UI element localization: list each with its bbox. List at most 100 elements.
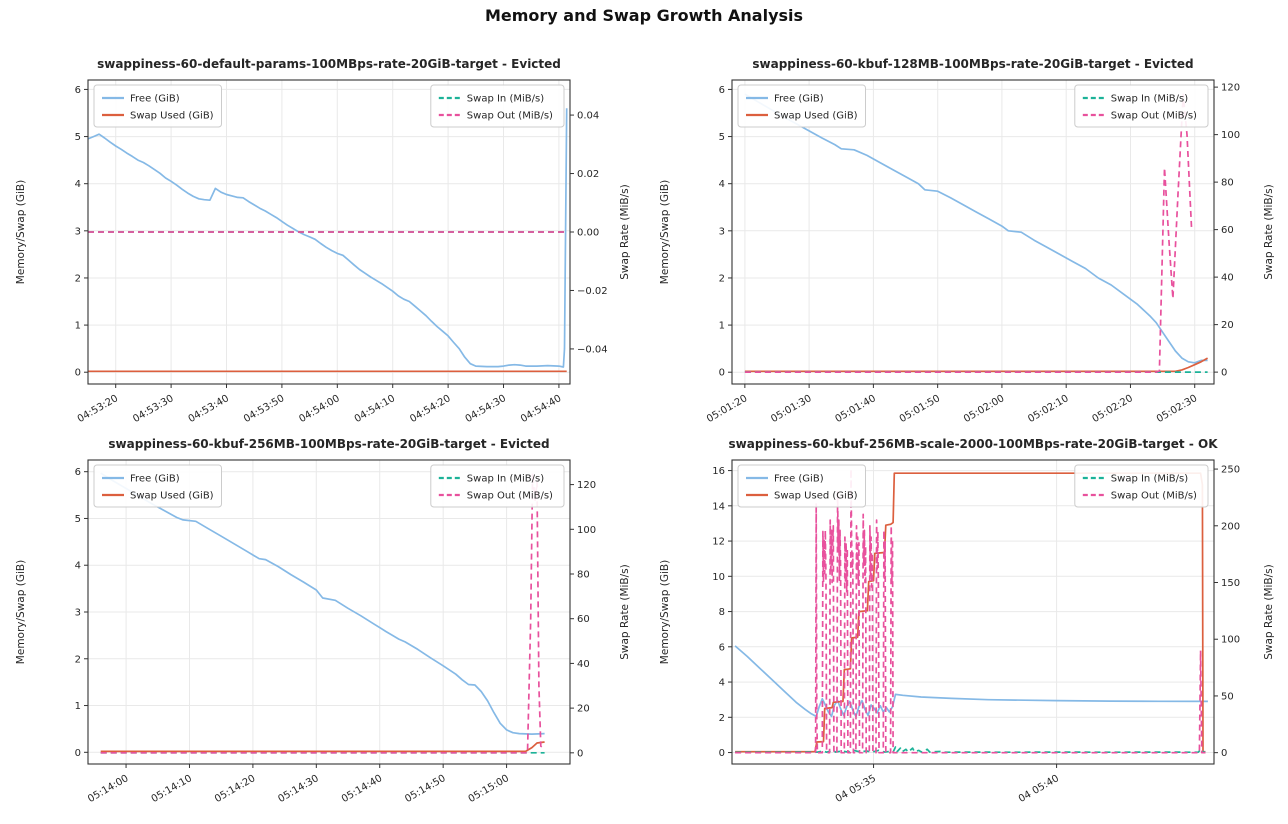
legend-box: [1074, 84, 1209, 128]
left-tick-label: 4: [75, 179, 81, 190]
plot-border: [731, 79, 1215, 385]
left-axis-label: Memory/Swap (GiB): [659, 560, 671, 664]
left-tick-label: 2: [75, 654, 81, 665]
legend-label: Swap In (MiB/s): [467, 94, 544, 105]
x-tick-label: 05:02:30: [1155, 393, 1199, 424]
left-tick-label: 6: [75, 467, 81, 478]
x-tick-label: 04:54:10: [353, 393, 397, 424]
right-tick-label: 80: [577, 570, 590, 581]
x-tick-label: 04:53:50: [242, 393, 286, 424]
series-line-free: [100, 472, 545, 735]
right-tick-label: 20: [577, 704, 590, 715]
x-tick-label: 05:01:30: [769, 393, 813, 424]
subplot-1: 0 1 2 3 4 5 6 0.04 0.02 0.00 −0.02 −0.04 04:53:20 04:…: [0, 44, 644, 424]
subplot-4: 0 2 4 6 8 10 12 14 16 0 50 100 150 200 250 04 05:35 04 0…: [644, 424, 1288, 804]
x-tick-label: 05:01:50: [898, 393, 942, 424]
subplot-2: 0 1 2 3 4 5 6 0 20 40 60 80 100 120 05:01:20 05:01:30 05…: [644, 44, 1288, 424]
left-tick-label: 1: [75, 321, 81, 332]
right-tick-label: −0.02: [577, 286, 608, 297]
x-tick-label: 05:02:20: [1091, 393, 1135, 424]
left-tick-label: 5: [719, 132, 725, 143]
left-tick-label: 0: [719, 748, 725, 759]
x-tick-label: 05:14:10: [150, 773, 194, 804]
left-tick-label: 16: [712, 466, 725, 477]
x-tick-label: 04:53:40: [187, 393, 231, 424]
x-tick-label: 04:54:00: [297, 393, 341, 424]
figure-title: Memory and Swap Growth Analysis: [484, 6, 804, 25]
chart-canvas: 0 2 4 6 8 10 12 14 16 0 50 100 150 200 250 04 05:35 04 0…: [659, 437, 1275, 804]
x-tick-label: 04:53:20: [76, 393, 120, 424]
subplot-title: swappiness-60-default-params-100MBps-rat…: [97, 57, 561, 71]
x-tick-label: 05:01:40: [833, 393, 877, 424]
x-tick-label: 04:53:30: [131, 393, 175, 424]
subplot-title: swappiness-60-kbuf-128MB-100MBps-rate-20…: [752, 57, 1193, 71]
left-tick-label: 3: [719, 226, 725, 237]
x-tick-label: 05:01:20: [705, 393, 749, 424]
x-tick-label: 05:14:50: [403, 773, 447, 804]
right-tick-label: 0.00: [577, 228, 599, 239]
series-line-swap_out: [735, 468, 1206, 754]
legend-label: Free (GiB): [774, 94, 824, 105]
legend-box: [430, 464, 565, 508]
right-tick-label: −0.04: [577, 344, 608, 355]
legend-box: [737, 464, 866, 508]
left-tick-label: 1: [75, 701, 81, 712]
right-tick-label: 200: [1221, 521, 1240, 532]
series-line-swap_used: [100, 741, 545, 753]
left-axis-label: Memory/Swap (GiB): [15, 180, 27, 284]
right-axis-label: Swap Rate (MiB/s): [619, 184, 631, 279]
left-tick-label: 8: [719, 607, 725, 618]
left-tick-label: 0: [75, 748, 81, 759]
x-tick-label: 04:54:40: [519, 393, 563, 424]
right-axis-label: Swap Rate (MiB/s): [1263, 184, 1275, 279]
right-tick-label: 120: [1221, 83, 1240, 94]
x-tick-label: 05:14:30: [276, 773, 320, 804]
left-tick-label: 4: [75, 561, 81, 572]
right-tick-label: 0.04: [577, 111, 599, 122]
right-tick-label: 20: [1221, 320, 1234, 331]
left-tick-label: 3: [75, 226, 81, 237]
legend-label: Swap In (MiB/s): [1111, 474, 1188, 485]
left-axis-label: Memory/Swap (GiB): [659, 180, 671, 284]
left-axis-label: Memory/Swap (GiB): [15, 560, 27, 664]
legend-label: Swap Out (MiB/s): [467, 111, 553, 122]
left-tick-label: 3: [75, 608, 81, 619]
legend-box: [737, 84, 866, 128]
left-tick-label: 1: [719, 321, 725, 332]
right-tick-label: 60: [1221, 225, 1234, 236]
legend-label: Swap Used (GiB): [774, 111, 858, 122]
subplot-3: 0 1 2 3 4 5 6 0 20 40 60 80 100 120 05:14:00 05:14:10 05…: [0, 424, 644, 804]
left-tick-label: 6: [719, 642, 725, 653]
x-tick-label: 04 05:35: [834, 773, 878, 804]
left-tick-label: 6: [75, 85, 81, 96]
series-line-free: [88, 108, 568, 368]
left-tick-label: 4: [719, 678, 725, 689]
legend-box: [93, 84, 222, 128]
x-tick-label: 04 05:40: [1017, 773, 1061, 804]
legend-label: Swap Used (GiB): [130, 491, 214, 502]
right-tick-label: 100: [1221, 130, 1240, 141]
right-tick-label: 40: [1221, 273, 1234, 284]
right-tick-label: 40: [577, 659, 590, 670]
left-tick-label: 6: [719, 85, 725, 96]
legend-box: [93, 464, 222, 508]
left-tick-label: 2: [719, 273, 725, 284]
right-tick-label: 0: [1221, 368, 1227, 379]
left-tick-label: 5: [75, 514, 81, 525]
left-tick-label: 0: [75, 368, 81, 379]
right-tick-label: 250: [1221, 465, 1240, 476]
right-tick-label: 100: [1221, 635, 1240, 646]
right-tick-label: 0.02: [577, 169, 599, 180]
subplot-title: swappiness-60-kbuf-256MB-100MBps-rate-20…: [108, 437, 549, 451]
left-tick-label: 2: [75, 273, 81, 284]
legend-label: Swap Used (GiB): [774, 491, 858, 502]
series-line-free: [734, 645, 1208, 718]
right-tick-label: 0: [1221, 748, 1227, 759]
left-tick-label: 12: [712, 537, 725, 548]
x-tick-label: 05:02:00: [962, 393, 1006, 424]
series-line-swap_out: [100, 472, 546, 754]
left-tick-label: 14: [712, 501, 725, 512]
left-tick-label: 4: [719, 179, 725, 190]
